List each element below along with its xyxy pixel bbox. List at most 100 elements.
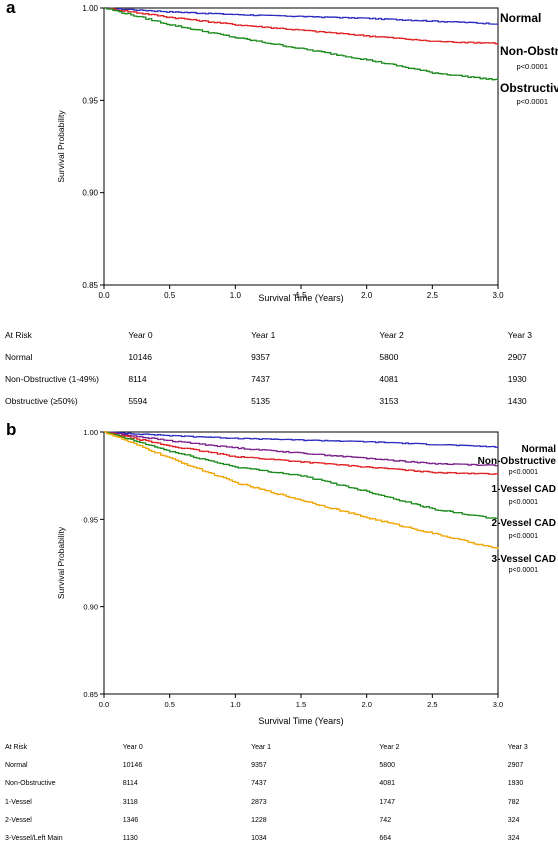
y-tick-label: 1.00 — [83, 428, 98, 437]
table-cell: 3153 — [379, 396, 399, 406]
table-cell: 1346 — [122, 816, 139, 824]
table-cell: 5594 — [128, 396, 148, 406]
series-label: Non-Obstructive — [500, 44, 558, 58]
series-label: Non-Obstructive — [478, 456, 557, 467]
x-tick-label: 0.0 — [99, 700, 109, 709]
table-cell: 1930 — [507, 780, 524, 788]
at-risk-table: At Risk Year 0 Year 1 Year 2 Year 3 Normal 101… — [0, 324, 558, 412]
panel-letter: a — [6, 0, 16, 17]
row-label: Non-Obstructive — [5, 780, 56, 788]
table-cell: 2907 — [507, 352, 527, 362]
risk-table-a: At Risk Year 0 Year 1 Year 2 Year 3 Normal 101… — [0, 324, 558, 412]
x-tick-label: 1.0 — [230, 700, 240, 709]
p-value-label: p<0.0001 — [517, 62, 549, 71]
table-cell: 742 — [379, 816, 392, 824]
table-row: Non-Obstructive 8114 7437 4081 1930 — [0, 775, 558, 793]
table-cell: Year 0 — [122, 743, 143, 751]
table-cell: Year 0 — [128, 330, 153, 340]
table-cell: 782 — [507, 798, 520, 806]
table-cell: Year 3 — [507, 743, 528, 751]
table-header-row: At Risk Year 0 Year 1 Year 2 Year 3 — [0, 324, 558, 346]
p-value-label: p<0.0001 — [517, 97, 549, 106]
panel-a: a 0.0 0.5 1.0 1.5 2.0 2.5 3.0 0.85 0.90 0.95 1.00 S… — [0, 0, 558, 406]
table-cell: 5135 — [251, 396, 270, 406]
p-value-label: p<0.0001 — [509, 533, 538, 540]
row-label: 1-Vessel — [5, 798, 32, 806]
table-cell: 7437 — [251, 780, 267, 788]
row-label: Normal — [5, 352, 33, 362]
series-line — [104, 431, 499, 475]
series-line — [104, 7, 499, 45]
x-tick-label: 2.5 — [427, 700, 437, 709]
table-cell: 10146 — [128, 352, 152, 362]
y-tick-label: 0.95 — [83, 515, 98, 524]
table-cell: 324 — [507, 835, 520, 843]
x-tick-label: 2.0 — [361, 700, 371, 709]
row-label: Normal — [5, 761, 28, 769]
row-label: At Risk — [5, 330, 32, 340]
table-cell: 1747 — [379, 798, 395, 806]
x-tick-label: 3.0 — [492, 291, 504, 300]
x-tick-label: 0.5 — [164, 291, 176, 300]
series-label: Normal — [500, 11, 541, 25]
x-tick-label: 1.0 — [230, 291, 242, 300]
table-row: Normal 10146 9357 5800 2907 — [0, 346, 558, 368]
x-tick-label: 0.0 — [98, 291, 110, 300]
row-label: 2-Vessel — [5, 816, 32, 824]
x-axis-label: Survival Time (Years) — [258, 716, 343, 726]
series-line — [104, 7, 499, 25]
series-label: 2-Vessel CAD — [492, 518, 556, 529]
series-label: Normal — [522, 444, 557, 455]
x-tick-label: 2.0 — [361, 291, 373, 300]
table-cell: 7437 — [251, 374, 270, 384]
row-label: At Risk — [5, 743, 28, 751]
table-row: Non-Obstructive (1-49%) 8114 7437 4081 1930 — [0, 368, 558, 390]
x-tick-label: 2.5 — [427, 291, 439, 300]
row-label: Obstructive (≥50%) — [5, 396, 78, 406]
table-cell: 9357 — [251, 352, 270, 362]
series-line — [104, 431, 499, 467]
table-cell: 2907 — [507, 761, 524, 769]
table-cell: 1034 — [251, 835, 267, 843]
table-cell: 5800 — [379, 761, 395, 769]
table-cell: 1228 — [251, 816, 267, 824]
table-cell: 5800 — [379, 352, 399, 362]
table-row: Normal 10146 9357 5800 2907 — [0, 756, 558, 774]
risk-table-b: At Risk Year 0 Year 1 Year 2 Year 3 Normal 101… — [0, 738, 558, 848]
y-axis-label: Survival Probability — [56, 110, 66, 183]
y-tick-label: 0.85 — [82, 281, 98, 290]
table-row: Obstructive (≥50%) 5594 5135 3153 1430 — [0, 390, 558, 412]
table-cell: Year 1 — [251, 330, 276, 340]
table-cell: 10146 — [122, 761, 143, 769]
x-axis-label: Survival Time (Years) — [258, 293, 343, 303]
survival-chart-a: 0.0 0.5 1.0 1.5 2.0 2.5 3.0 0.85 0.90 0.95 1.00 Sur… — [56, 4, 558, 303]
plot-frame — [103, 7, 499, 286]
table-cell: 2873 — [251, 798, 267, 806]
table-cell: 8114 — [128, 374, 147, 384]
x-tick-label: 3.0 — [493, 700, 503, 709]
y-axis-label: Survival Probability — [56, 526, 66, 599]
table-cell: 324 — [507, 816, 520, 824]
y-tick-label: 0.95 — [82, 96, 98, 105]
panel-b: b 0.0 0.5 1.0 1.5 2.0 2.5 3.0 0.85 0.90 0.95 1.00 S… — [0, 420, 558, 842]
table-row: 1-Vessel 3118 2873 1747 782 — [0, 793, 558, 811]
table-header-row: At Risk Year 0 Year 1 Year 2 Year 3 — [0, 738, 558, 756]
x-tick-label: 0.5 — [164, 700, 174, 709]
table-cell: Year 1 — [251, 743, 272, 751]
y-tick-label: 0.85 — [83, 690, 98, 699]
table-cell: 3118 — [122, 798, 138, 806]
table-cell: 1130 — [122, 835, 138, 843]
series-label: 1-Vessel CAD — [492, 484, 556, 495]
series-line — [104, 431, 499, 550]
row-label: Non-Obstructive (1-49%) — [5, 374, 100, 384]
row-label: 3-Vessel/Left Main — [5, 835, 63, 843]
panel-letter: b — [6, 420, 17, 439]
series-line — [104, 7, 499, 81]
x-tick-label: 1.5 — [296, 700, 306, 709]
at-risk-table: At Risk Year 0 Year 1 Year 2 Year 3 Normal 101… — [0, 738, 558, 848]
table-row: 3-Vessel/Left Main 1130 1034 664 324 — [0, 829, 558, 847]
table-cell: 4081 — [379, 780, 395, 788]
table-cell: Year 2 — [379, 743, 400, 751]
table-cell: Year 3 — [507, 330, 532, 340]
series-line — [104, 431, 499, 520]
